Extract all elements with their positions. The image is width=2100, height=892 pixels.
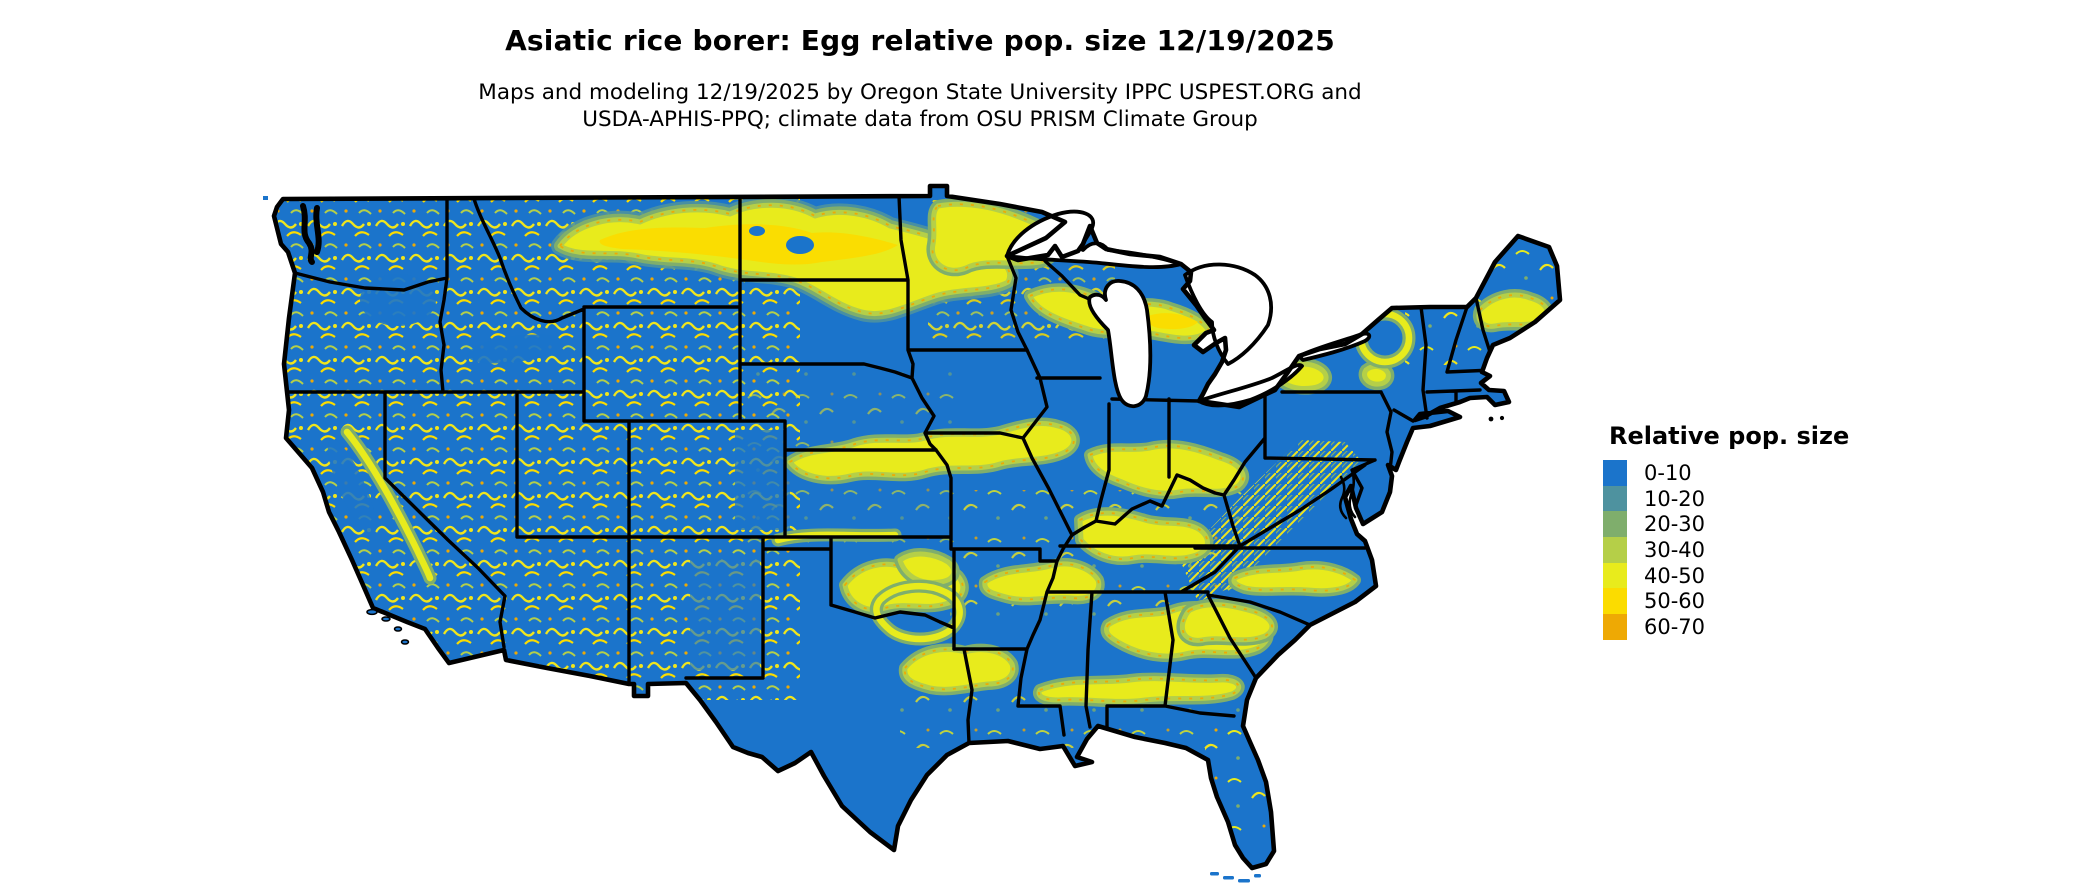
state-borders-west bbox=[284, 193, 1059, 686]
chesapeake-bay bbox=[1338, 468, 1357, 520]
legend-title: Relative pop. size bbox=[1609, 422, 1850, 450]
legend-item: 50-60 bbox=[1603, 588, 1883, 615]
figure-subtitle: Maps and modeling 12/19/2025 by Oregon S… bbox=[0, 80, 1840, 133]
legend-item: 0-10 bbox=[1603, 460, 1883, 486]
legend-item-label: 30-40 bbox=[1644, 537, 1706, 562]
legend-item: 30-40 bbox=[1603, 537, 1883, 563]
legend-item: 20-30 bbox=[1603, 511, 1883, 538]
legend-swatch bbox=[1603, 485, 1627, 512]
legend-item-label: 60-70 bbox=[1644, 614, 1706, 639]
legend-item: 40-50 bbox=[1603, 562, 1883, 589]
legend: Relative pop. size 0-10 10-20 20-30 30-40 40… bbox=[1603, 422, 1883, 640]
strait-island-dot bbox=[263, 196, 268, 200]
legend-swatch bbox=[1603, 537, 1627, 563]
florida-keys bbox=[1210, 872, 1261, 883]
legend-items: 0-10 10-20 20-30 30-40 40-50 50-60 60-70 bbox=[1603, 460, 1883, 640]
legend-swatch bbox=[1603, 460, 1627, 486]
legend-item-label: 10-20 bbox=[1644, 486, 1706, 511]
state-borders-south bbox=[952, 533, 1367, 745]
lake-michigan bbox=[1087, 279, 1153, 409]
figure-title: Asiatic rice borer: Egg relative pop. si… bbox=[505, 24, 1335, 57]
legend-item-label: 20-30 bbox=[1644, 512, 1706, 537]
lake-erie bbox=[1197, 363, 1304, 408]
nantucket-islands bbox=[1488, 415, 1505, 422]
puget-sound bbox=[300, 203, 322, 265]
channel-islands bbox=[366, 608, 410, 645]
legend-swatch bbox=[1603, 614, 1627, 640]
figure-subtitle-line-2: USDA-APHIS-PPQ; climate data from OSU PR… bbox=[582, 106, 1258, 132]
legend-swatch bbox=[1603, 588, 1627, 615]
legend-item: 10-20 bbox=[1603, 485, 1883, 512]
lake-huron bbox=[1183, 262, 1273, 366]
figure-subtitle-line-1: Maps and modeling 12/19/2025 by Oregon S… bbox=[478, 80, 1362, 105]
legend-item: 60-70 bbox=[1603, 614, 1883, 640]
legend-swatch bbox=[1603, 511, 1627, 538]
legend-item-label: 40-50 bbox=[1644, 563, 1706, 588]
state-borders-east bbox=[1005, 254, 1495, 548]
legend-item-label: 50-60 bbox=[1644, 589, 1706, 614]
legend-item-label: 0-10 bbox=[1644, 460, 1692, 485]
legend-swatch bbox=[1603, 562, 1627, 589]
